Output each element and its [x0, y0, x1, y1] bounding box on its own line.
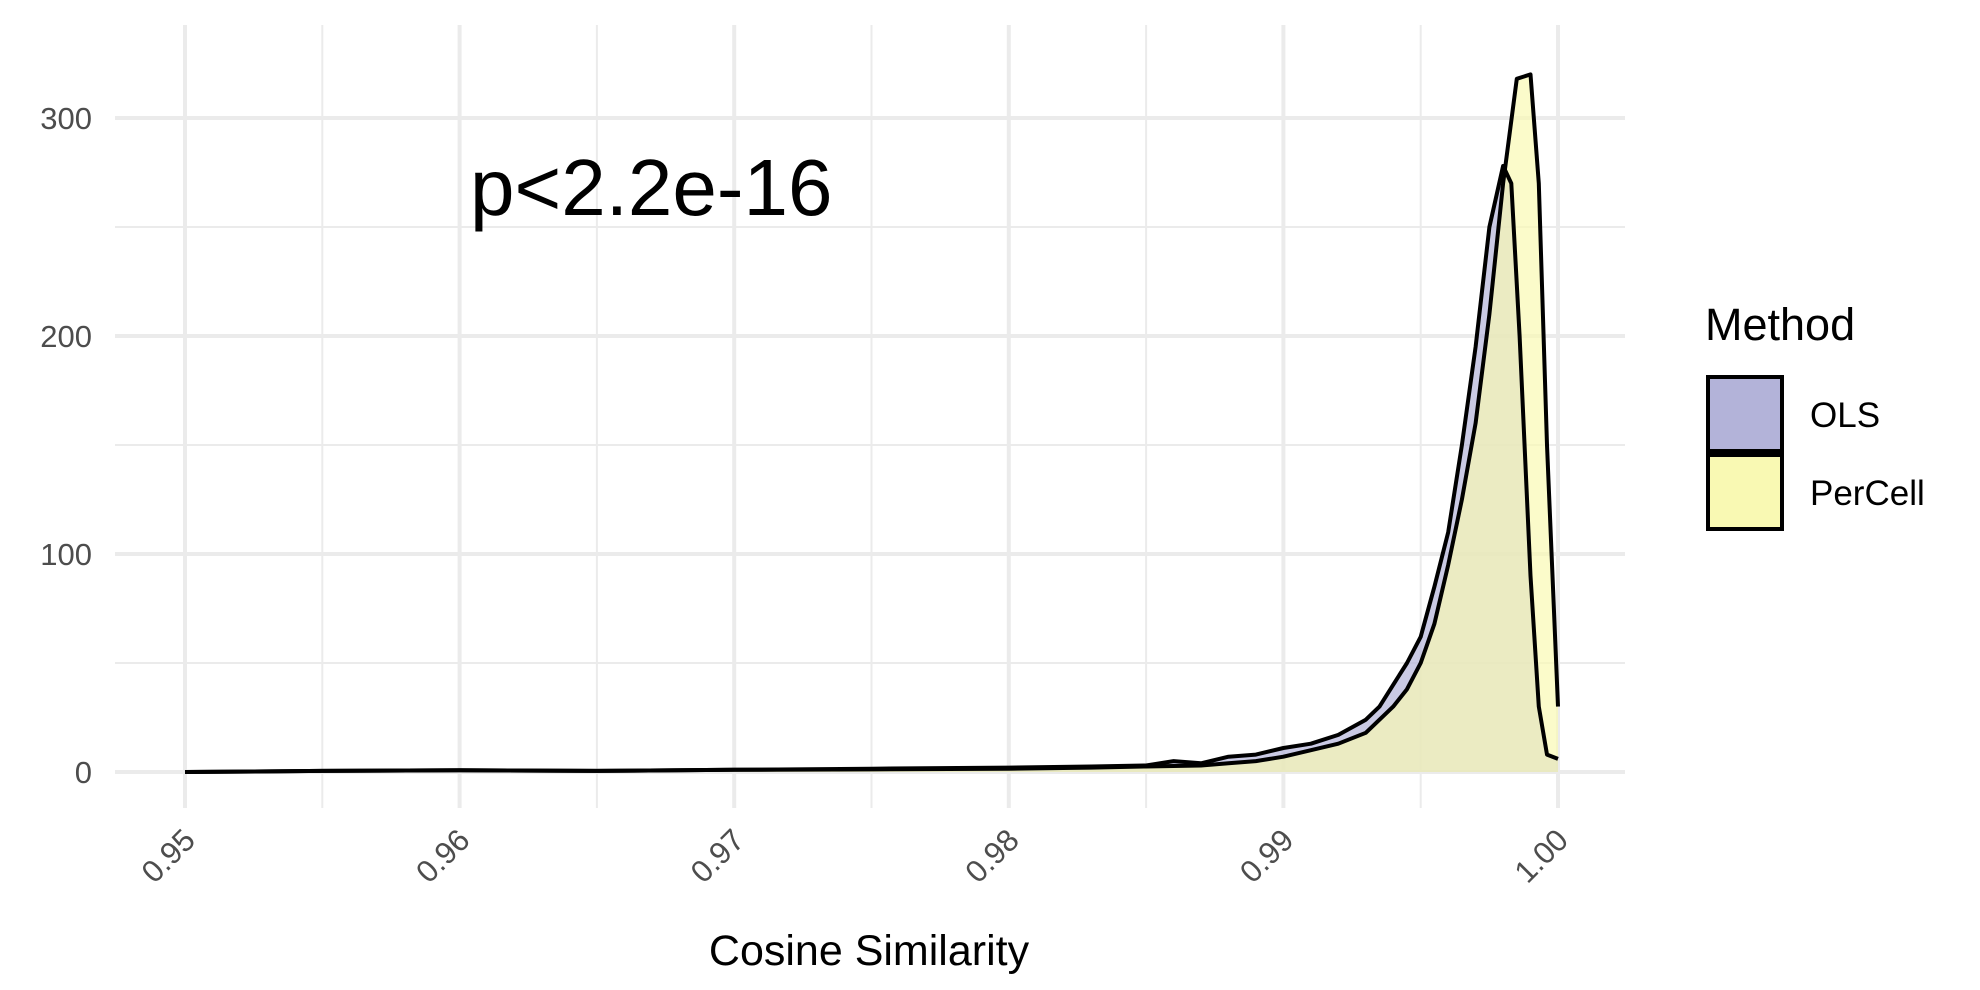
- legend-label-percell: PerCell: [1810, 474, 1925, 513]
- x-tick-label: 0.97: [684, 822, 751, 889]
- y-tick-label: 300: [40, 101, 92, 136]
- density-line-percell: [184, 72, 1560, 774]
- x-axis-ticks: 0.95 0.96 0.97 0.98 0.99 1.00: [135, 822, 1575, 889]
- p-value-annotation: p<2.2e-16: [470, 143, 833, 232]
- legend: Method OLS PerCell: [1705, 299, 1925, 531]
- x-tick-label: 0.98: [958, 822, 1025, 889]
- x-tick-label: 1.00: [1508, 822, 1575, 889]
- density-areas: [184, 72, 1560, 774]
- density-area-percell: [185, 74, 1558, 772]
- legend-label-ols: OLS: [1810, 396, 1880, 435]
- legend-key-percell: [1706, 453, 1784, 531]
- y-tick-label: 200: [40, 319, 92, 354]
- y-axis-ticks: 0 100 200 300: [40, 101, 92, 790]
- x-tick-label: 0.99: [1233, 822, 1300, 889]
- x-tick-label: 0.96: [409, 822, 476, 889]
- legend-key-ols: [1706, 375, 1784, 453]
- x-axis-title: Cosine Similarity: [709, 927, 1030, 975]
- legend-title: Method: [1705, 299, 1855, 350]
- y-tick-label: 100: [40, 537, 92, 572]
- y-tick-label: 0: [75, 755, 92, 790]
- x-tick-label: 0.95: [135, 822, 202, 889]
